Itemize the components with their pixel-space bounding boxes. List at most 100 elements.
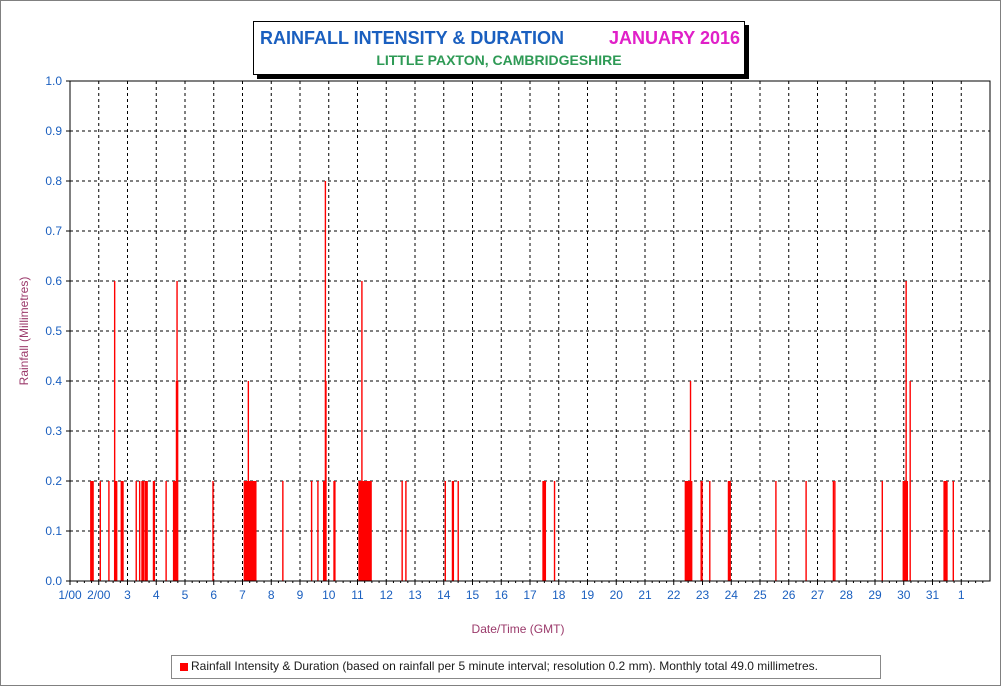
rain-bar bbox=[952, 481, 954, 581]
plot-border bbox=[69, 80, 991, 582]
rain-bar bbox=[370, 481, 372, 581]
y-tick-label: 0.0 bbox=[45, 574, 62, 588]
x-tick-label: 12 bbox=[380, 588, 394, 602]
rain-bar bbox=[834, 481, 836, 581]
x-tick-label: 17 bbox=[523, 588, 537, 602]
rain-bar bbox=[728, 481, 731, 581]
grid-layer bbox=[66, 80, 990, 585]
rain-bar bbox=[452, 481, 455, 581]
rain-bar bbox=[775, 481, 777, 581]
rain-bar bbox=[361, 281, 363, 581]
rain-bar bbox=[122, 481, 124, 581]
rain-bar bbox=[121, 481, 123, 581]
rain-bar bbox=[690, 481, 693, 581]
rain-bar bbox=[727, 481, 730, 581]
rain-bar bbox=[451, 481, 454, 581]
rain-bar bbox=[282, 481, 284, 581]
x-tick-label: 13 bbox=[408, 588, 422, 602]
rain-bar bbox=[701, 481, 703, 581]
rain-bar bbox=[544, 481, 547, 581]
x-tick-label: 9 bbox=[297, 588, 304, 602]
rain-bar bbox=[310, 481, 313, 581]
rain-bar bbox=[108, 481, 110, 581]
x-tick-label: 4 bbox=[153, 588, 160, 602]
rain-bar bbox=[212, 481, 214, 581]
rain-bar bbox=[138, 481, 141, 581]
y-tick-label: 0.2 bbox=[45, 474, 62, 488]
x-tick-label: 20 bbox=[610, 588, 624, 602]
rain-bar bbox=[322, 481, 325, 581]
x-tick-label: 18 bbox=[552, 588, 566, 602]
rain-bar bbox=[553, 481, 556, 581]
rain-bar bbox=[323, 481, 326, 581]
rain-bar bbox=[99, 481, 101, 581]
x-tick-label: 26 bbox=[782, 588, 796, 602]
rain-bar bbox=[805, 481, 807, 581]
x-axis-label: Date/Time (GMT) bbox=[472, 622, 565, 636]
rain-bar bbox=[946, 481, 948, 581]
x-tick-label: 15 bbox=[466, 588, 480, 602]
rain-bar bbox=[909, 381, 911, 581]
rain-bar bbox=[832, 481, 835, 581]
legend: Rainfall Intensity & Duration (based on … bbox=[171, 655, 881, 679]
rain-bar bbox=[325, 381, 327, 581]
y-tick-label: 0.1 bbox=[45, 524, 62, 538]
x-tick-label: 16 bbox=[495, 588, 509, 602]
x-tick-label: 25 bbox=[753, 588, 767, 602]
rain-bar bbox=[92, 481, 94, 581]
rain-bar bbox=[709, 481, 711, 581]
rain-bar bbox=[405, 481, 407, 581]
chart-title-date: JANUARY 2016 bbox=[608, 28, 740, 48]
x-tick-label: 23 bbox=[696, 588, 710, 602]
rain-bar bbox=[906, 481, 908, 581]
rain-bar bbox=[444, 481, 446, 581]
y-tick-label: 0.3 bbox=[45, 424, 62, 438]
y-tick-label: 1.0 bbox=[45, 74, 62, 88]
x-tick-label: 1 bbox=[958, 588, 965, 602]
x-tick-label: 19 bbox=[581, 588, 595, 602]
rain-bar bbox=[174, 481, 177, 581]
rain-bar bbox=[165, 481, 167, 581]
x-tick-label: 30 bbox=[897, 588, 911, 602]
rain-bar bbox=[135, 481, 137, 581]
x-tick-label: 3 bbox=[124, 588, 131, 602]
rain-bar bbox=[120, 481, 122, 581]
legend-swatch-icon bbox=[180, 663, 188, 671]
rain-bar bbox=[317, 481, 319, 581]
title-box: RAINFALL INTENSITY & DURATION JANUARY 20… bbox=[253, 21, 745, 75]
rain-bar bbox=[115, 481, 118, 581]
y-tick-labels: 0.0 0.1 0.2 0.3 0.4 0.5 0.6 0.7 0.8 0.9 1.0 bbox=[45, 74, 62, 588]
x-tick-label: 22 bbox=[667, 588, 681, 602]
rain-bar bbox=[153, 481, 156, 581]
rain-bar bbox=[333, 481, 335, 581]
x-tick-label: 1/00 bbox=[58, 588, 82, 602]
x-tick-label: 6 bbox=[210, 588, 217, 602]
y-tick-label: 0.8 bbox=[45, 174, 62, 188]
chart-title: RAINFALL INTENSITY & DURATION bbox=[260, 28, 565, 48]
x-tick-label: 24 bbox=[725, 588, 739, 602]
x-tick-label: 31 bbox=[926, 588, 940, 602]
y-axis-label: Rainfall (Millimetres) bbox=[17, 277, 31, 386]
rain-bar bbox=[457, 481, 459, 581]
x-tick-labels: 1/00 2/00 3 4 5 6 7 8 9 10 11 12 13 14 15 16 17 18 19 20 21 2… bbox=[58, 588, 965, 602]
rain-bar bbox=[881, 481, 883, 581]
rain-bar bbox=[152, 481, 155, 581]
x-tick-label: 2/00 bbox=[87, 588, 111, 602]
x-tick-label: 10 bbox=[322, 588, 336, 602]
x-tick-label: 14 bbox=[437, 588, 451, 602]
y-tick-label: 0.4 bbox=[45, 374, 62, 388]
x-tick-label: 5 bbox=[182, 588, 189, 602]
rain-bar bbox=[143, 481, 145, 581]
bars-layer bbox=[90, 181, 954, 581]
rain-bar bbox=[905, 281, 907, 581]
y-tick-label: 0.7 bbox=[45, 224, 62, 238]
rain-bar bbox=[113, 281, 116, 581]
y-tick-label: 0.5 bbox=[45, 324, 62, 338]
x-tick-label: 27 bbox=[811, 588, 825, 602]
rain-bar bbox=[729, 481, 731, 581]
rain-bar bbox=[176, 381, 179, 581]
rain-bar bbox=[255, 481, 257, 581]
x-tick-label: 7 bbox=[239, 588, 246, 602]
